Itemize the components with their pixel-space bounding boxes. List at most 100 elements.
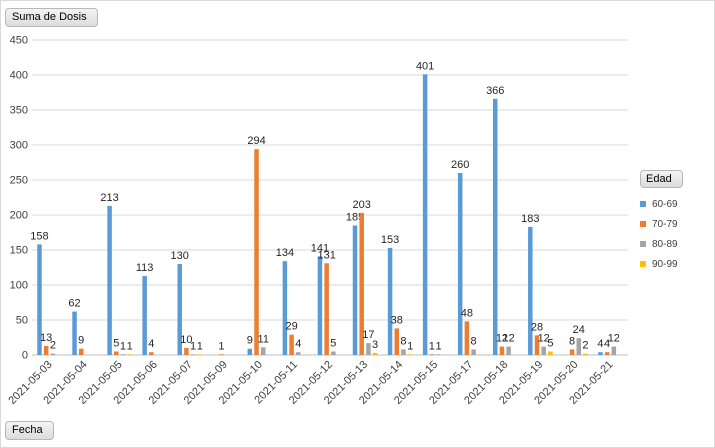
- bar: [127, 354, 132, 356]
- legend: Edad 60-69 70-79 80-89 90-99: [640, 170, 683, 274]
- legend-items: 60-69 70-79 80-89 90-99: [640, 194, 683, 274]
- bar: [429, 354, 435, 356]
- data-label: 401: [416, 60, 434, 72]
- bar: [457, 173, 463, 355]
- bar: [492, 98, 498, 356]
- bar: [184, 348, 189, 355]
- data-label: 4: [148, 338, 154, 350]
- axis-field-button[interactable]: Fecha: [5, 421, 54, 440]
- bar: [120, 354, 126, 356]
- data-label: 1: [429, 340, 435, 352]
- bar: [598, 352, 603, 355]
- data-label: 158: [30, 230, 48, 242]
- y-tick-label: 400: [10, 70, 28, 82]
- bar: [296, 352, 301, 355]
- data-label: 366: [486, 85, 504, 97]
- bar: [50, 353, 56, 355]
- bar: [352, 225, 358, 355]
- bar: [366, 343, 371, 355]
- legend-swatch: [640, 201, 646, 207]
- legend-field-button[interactable]: Edad: [640, 170, 683, 188]
- legend-label: 80-89: [652, 238, 678, 250]
- data-label: 48: [461, 307, 473, 319]
- bar: [471, 349, 476, 355]
- bar: [197, 354, 203, 356]
- data-label: 5: [330, 338, 336, 350]
- data-label: 3: [372, 339, 378, 351]
- data-label: 5: [113, 338, 119, 350]
- bar: [401, 349, 406, 355]
- legend-item: 90-99: [640, 254, 683, 274]
- data-label: 1: [218, 340, 224, 352]
- data-label: 134: [276, 247, 294, 259]
- data-label: 13: [40, 332, 52, 344]
- data-label: 38: [391, 314, 403, 326]
- data-label: 1: [190, 340, 196, 352]
- bar: [289, 334, 294, 355]
- legend-label: 90-99: [652, 258, 678, 270]
- bar: [569, 349, 575, 355]
- data-label: 12: [608, 333, 620, 345]
- data-label: 153: [381, 234, 399, 246]
- data-label: 4: [604, 338, 610, 350]
- bar: [422, 74, 428, 356]
- legend-swatch: [640, 221, 646, 227]
- legend-item: 80-89: [640, 234, 683, 254]
- legend-swatch: [640, 241, 646, 247]
- bar: [394, 328, 400, 355]
- data-label: 11: [258, 333, 269, 345]
- data-label: 1: [120, 340, 126, 352]
- data-label: 4: [597, 338, 603, 350]
- data-label: 2: [582, 340, 588, 352]
- legend-label: 60-69: [652, 198, 678, 210]
- bar: [407, 354, 413, 356]
- data-label: 29: [285, 321, 297, 333]
- bar: [107, 205, 112, 355]
- bar: [372, 352, 378, 355]
- data-label: 17: [362, 329, 374, 341]
- data-label: 213: [100, 192, 118, 204]
- legend-swatch: [640, 261, 646, 267]
- data-label: 62: [68, 298, 80, 310]
- data-label: 9: [78, 335, 84, 347]
- bar: [506, 346, 511, 355]
- bar: [534, 335, 540, 355]
- bar: [247, 348, 253, 355]
- bar: [359, 212, 364, 355]
- bar: [604, 352, 610, 355]
- bar: [464, 321, 470, 355]
- data-label: 130: [171, 250, 189, 262]
- bar: [499, 346, 505, 355]
- data-label: 28: [531, 321, 543, 333]
- data-label: 1: [127, 340, 133, 352]
- bar: [114, 351, 119, 355]
- bar: [72, 311, 77, 355]
- data-label: 294: [247, 135, 265, 147]
- data-label: 4: [295, 338, 301, 350]
- bar: [548, 351, 553, 355]
- data-label: 9: [247, 335, 253, 347]
- y-tick-label: 350: [10, 105, 28, 117]
- bar: [78, 348, 84, 355]
- bar: [254, 149, 259, 355]
- bar: [190, 354, 196, 356]
- data-label: 8: [569, 335, 575, 347]
- y-tick-label: 450: [10, 35, 28, 47]
- data-label: 141: [311, 242, 329, 254]
- bar: [576, 338, 582, 355]
- bar: [583, 353, 588, 355]
- legend-item: 70-79: [640, 214, 683, 234]
- data-label: 8: [471, 335, 477, 347]
- data-label: 113: [136, 262, 154, 274]
- data-label: 8: [400, 335, 406, 347]
- data-label: 260: [451, 159, 469, 171]
- legend-item: 60-69: [640, 194, 683, 214]
- data-label: 203: [353, 199, 371, 211]
- y-tick-label: 100: [10, 280, 28, 292]
- bar: [260, 347, 266, 355]
- y-tick-label: 200: [10, 210, 28, 222]
- bar: [43, 345, 49, 355]
- data-label: 183: [521, 213, 539, 225]
- value-field-button[interactable]: Suma de Dosis: [5, 8, 98, 27]
